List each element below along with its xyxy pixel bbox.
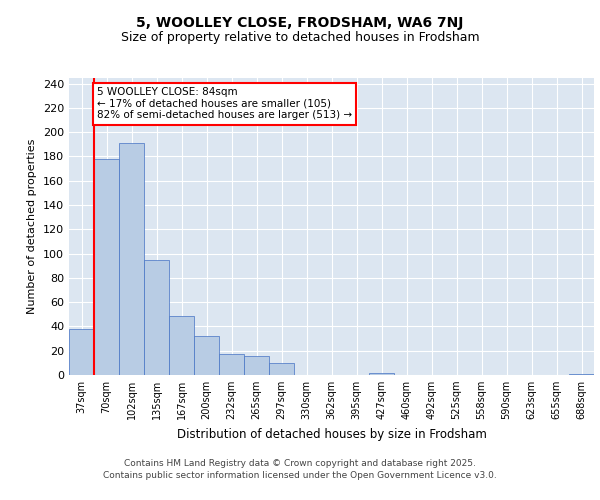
Bar	[69, 329, 94, 375]
Bar	[219, 354, 244, 375]
Bar	[94, 159, 119, 375]
Y-axis label: Number of detached properties: Number of detached properties	[28, 138, 37, 314]
Text: Contains public sector information licensed under the Open Government Licence v3: Contains public sector information licen…	[103, 472, 497, 480]
Bar	[244, 356, 269, 375]
Bar	[119, 143, 144, 375]
Text: Size of property relative to detached houses in Frodsham: Size of property relative to detached ho…	[121, 31, 479, 44]
Text: 5, WOOLLEY CLOSE, FRODSHAM, WA6 7NJ: 5, WOOLLEY CLOSE, FRODSHAM, WA6 7NJ	[136, 16, 464, 30]
Text: Contains HM Land Registry data © Crown copyright and database right 2025.: Contains HM Land Registry data © Crown c…	[124, 460, 476, 468]
X-axis label: Distribution of detached houses by size in Frodsham: Distribution of detached houses by size …	[176, 428, 487, 440]
Bar	[369, 372, 394, 375]
Bar	[194, 336, 219, 375]
Bar	[569, 374, 594, 375]
Bar	[269, 363, 294, 375]
Bar	[169, 316, 194, 375]
Bar	[144, 260, 169, 375]
Text: 5 WOOLLEY CLOSE: 84sqm
← 17% of detached houses are smaller (105)
82% of semi-de: 5 WOOLLEY CLOSE: 84sqm ← 17% of detached…	[97, 87, 352, 120]
